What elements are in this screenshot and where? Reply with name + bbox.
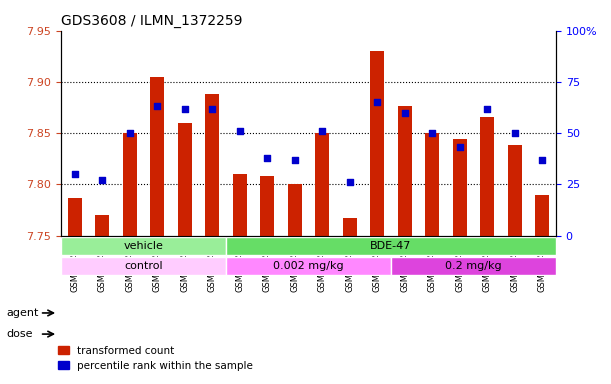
Bar	[480, 117, 494, 235]
Bar	[123, 133, 137, 235]
Point	[180, 106, 189, 112]
Text: 0.2 mg/kg: 0.2 mg/kg	[445, 261, 502, 271]
Bar	[205, 94, 219, 235]
Point	[482, 106, 492, 112]
Bar	[233, 174, 247, 235]
Bar	[343, 218, 357, 235]
FancyBboxPatch shape	[226, 257, 391, 275]
Point	[290, 157, 300, 163]
FancyBboxPatch shape	[391, 257, 556, 275]
Point	[207, 106, 218, 112]
Bar	[95, 215, 109, 235]
Point	[427, 130, 437, 136]
Point	[373, 99, 382, 106]
FancyBboxPatch shape	[61, 237, 226, 255]
Bar	[425, 133, 439, 235]
Bar	[315, 133, 329, 235]
Text: control: control	[124, 261, 163, 271]
Point	[318, 128, 327, 134]
FancyBboxPatch shape	[226, 237, 556, 255]
Bar	[508, 146, 522, 235]
Point	[70, 171, 79, 177]
Text: BDE-47: BDE-47	[370, 241, 412, 251]
Point	[455, 144, 464, 151]
Point	[98, 177, 108, 183]
Point	[235, 128, 244, 134]
Bar	[453, 139, 467, 235]
Bar	[178, 123, 192, 235]
Text: vehicle: vehicle	[123, 241, 164, 251]
Point	[538, 157, 547, 163]
Point	[153, 103, 163, 109]
Bar	[150, 77, 164, 235]
Bar	[398, 106, 412, 235]
Point	[125, 130, 134, 136]
Point	[345, 179, 354, 185]
Bar	[68, 198, 82, 235]
Bar	[260, 176, 274, 235]
Bar	[535, 195, 549, 235]
Bar	[288, 184, 302, 235]
FancyBboxPatch shape	[61, 257, 226, 275]
Point	[400, 109, 409, 116]
Point	[263, 155, 273, 161]
Text: agent: agent	[6, 308, 38, 318]
Text: GDS3608 / ILMN_1372259: GDS3608 / ILMN_1372259	[61, 14, 243, 28]
Bar	[370, 51, 384, 235]
Legend: transformed count, percentile rank within the sample: transformed count, percentile rank withi…	[54, 341, 257, 375]
Point	[510, 130, 519, 136]
Text: 0.002 mg/kg: 0.002 mg/kg	[273, 261, 344, 271]
Text: dose: dose	[6, 329, 32, 339]
